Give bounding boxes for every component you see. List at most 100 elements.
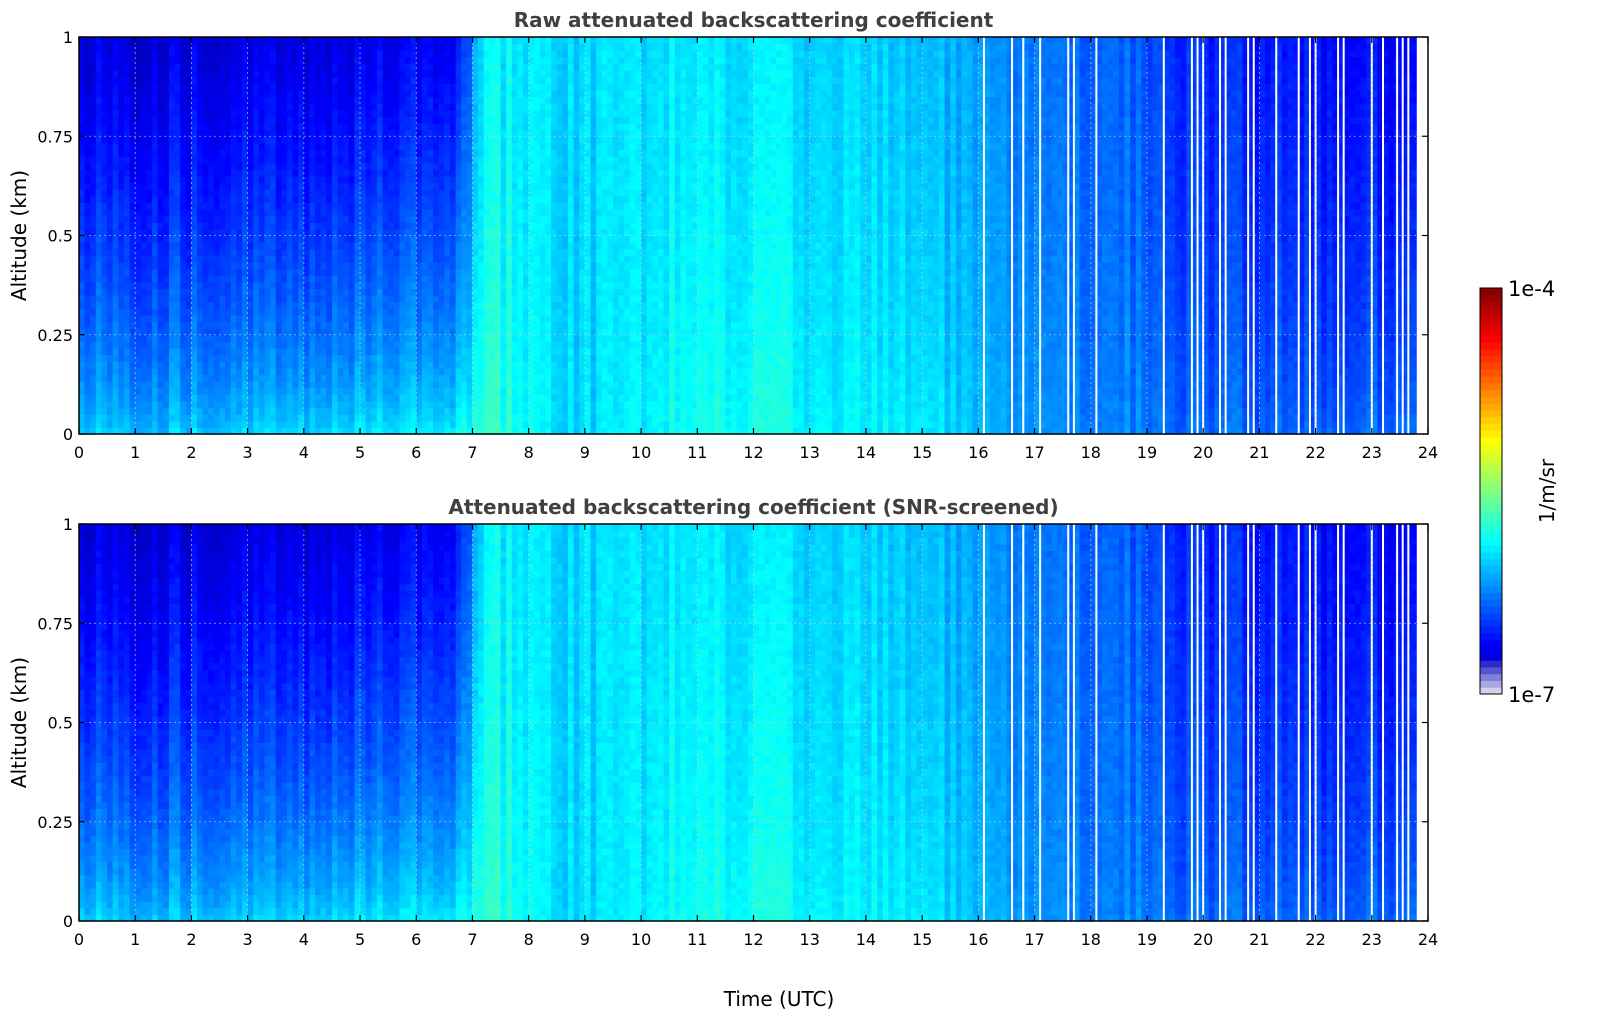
x-tick-label: 3	[243, 443, 253, 462]
x-tick-label: 4	[299, 930, 309, 949]
colorbar-segment	[1480, 687, 1502, 694]
x-tick-label: 19	[1137, 443, 1157, 462]
colorbar-segment	[1480, 633, 1502, 640]
colorbar-segment	[1480, 498, 1502, 505]
colorbar-segment	[1480, 640, 1502, 647]
colorbar-segment	[1480, 396, 1502, 403]
x-tick-label: 1	[130, 443, 140, 462]
x-tick-label: 13	[800, 443, 820, 462]
data-gap	[1011, 524, 1013, 921]
x-tick-label: 5	[355, 443, 365, 462]
data-gap	[1337, 37, 1339, 434]
colorbar-segment	[1480, 559, 1502, 566]
colorbar-segment	[1480, 450, 1502, 457]
x-tick-label: 24	[1418, 443, 1438, 462]
y-tick-label: 0	[63, 425, 73, 444]
x-tick-label: 14	[856, 930, 876, 949]
x-tick-label: 16	[968, 443, 988, 462]
colorbar-segment	[1480, 680, 1502, 687]
colorbar-label: 1/m/sr	[1535, 458, 1559, 523]
x-tick-label: 9	[580, 443, 590, 462]
x-tick-label: 24	[1418, 930, 1438, 949]
colorbar-segment	[1480, 390, 1502, 397]
y-tick-label: 1	[63, 28, 73, 47]
y-tick-label: 0.75	[37, 127, 73, 146]
colorbar-segment	[1480, 579, 1502, 586]
colorbar-segment	[1480, 457, 1502, 464]
y-axis-label: Altitude (km)	[7, 170, 31, 301]
colorbar-segment	[1480, 356, 1502, 363]
x-tick-label: 10	[631, 930, 651, 949]
data-gap	[1197, 524, 1199, 921]
colorbar-segment	[1480, 383, 1502, 390]
y-tick-label: 0.75	[37, 614, 73, 633]
x-tick-label: 18	[1081, 930, 1101, 949]
colorbar-segment	[1480, 532, 1502, 539]
data-gap	[1191, 524, 1193, 921]
y-tick-label: 0.5	[48, 714, 73, 733]
x-tick-label: 22	[1305, 443, 1325, 462]
y-tick-label: 0.25	[37, 326, 73, 345]
colorbar-segment	[1480, 660, 1502, 667]
x-axis-label: Time (UTC)	[723, 987, 835, 1011]
y-axis-label: Altitude (km)	[7, 657, 31, 788]
figure: 0 1 2 3 4 5 6 7 8 9 10 11 12 13 14 15 16 17 18 19 20 21 22 23 24…	[0, 0, 1621, 1020]
y-tick-label: 0.25	[37, 813, 73, 832]
colorbar-segment	[1480, 403, 1502, 410]
x-tick-label: 19	[1137, 930, 1157, 949]
data-gap	[1011, 37, 1013, 434]
x-tick-label: 4	[299, 443, 309, 462]
colorbar-segment	[1480, 477, 1502, 484]
data-gap	[1402, 524, 1404, 921]
x-tick-label: 17	[1024, 930, 1044, 949]
colorbar-segment	[1480, 538, 1502, 545]
data-gap	[1396, 524, 1398, 921]
colorbar-segment	[1480, 376, 1502, 383]
colorbar-segment	[1480, 464, 1502, 471]
colorbar-segment	[1480, 491, 1502, 498]
colorbar-segment	[1480, 369, 1502, 376]
colorbar-segment	[1480, 315, 1502, 322]
colorbar-segment	[1480, 342, 1502, 349]
x-tick-label: 8	[524, 930, 534, 949]
data-gap	[1247, 37, 1249, 434]
x-tick-label: 12	[743, 930, 763, 949]
colorbar-segment	[1480, 335, 1502, 342]
colorbar-segment	[1480, 613, 1502, 620]
colorbar-segment	[1480, 626, 1502, 633]
data-gap	[1247, 524, 1249, 921]
x-tick-label: 21	[1249, 930, 1269, 949]
data-gap	[1191, 37, 1193, 434]
panel-title: Attenuated backscattering coefficient (S…	[448, 495, 1058, 519]
colorbar-segment	[1480, 572, 1502, 579]
x-tick-label: 9	[580, 930, 590, 949]
colorbar-segment	[1480, 606, 1502, 613]
colorbar-min-label: 1e-7	[1508, 683, 1555, 707]
colorbar-segment	[1480, 586, 1502, 593]
x-tick-label: 0	[74, 930, 84, 949]
x-tick-label: 20	[1193, 443, 1213, 462]
x-tick-label: 21	[1249, 443, 1269, 462]
colorbar-segment	[1480, 362, 1502, 369]
data-gap	[1402, 37, 1404, 434]
x-tick-label: 6	[411, 930, 421, 949]
x-tick-label: 11	[687, 930, 707, 949]
colorbar-segment	[1480, 620, 1502, 627]
colorbar-segment	[1480, 302, 1502, 309]
x-tick-label: 23	[1362, 930, 1382, 949]
colorbar-segment	[1480, 647, 1502, 654]
panel-raw: 0 1 2 3 4 5 6 7 8 9 10 11 12 13 14 15 16 17 18 19 20 21 22 23 24…	[7, 8, 1438, 462]
colorbar-segment	[1480, 410, 1502, 417]
x-tick-label: 7	[467, 443, 477, 462]
x-tick-label: 2	[186, 443, 196, 462]
x-tick-label: 20	[1193, 930, 1213, 949]
colorbar-segment	[1480, 308, 1502, 315]
y-tick-label: 1	[63, 515, 73, 534]
x-tick-label: 2	[186, 930, 196, 949]
colorbar-segment	[1480, 545, 1502, 552]
colorbar-segment	[1480, 484, 1502, 491]
x-tick-label: 23	[1362, 443, 1382, 462]
x-tick-label: 16	[968, 930, 988, 949]
colorbar-segment	[1480, 329, 1502, 336]
x-tick-label: 22	[1305, 930, 1325, 949]
